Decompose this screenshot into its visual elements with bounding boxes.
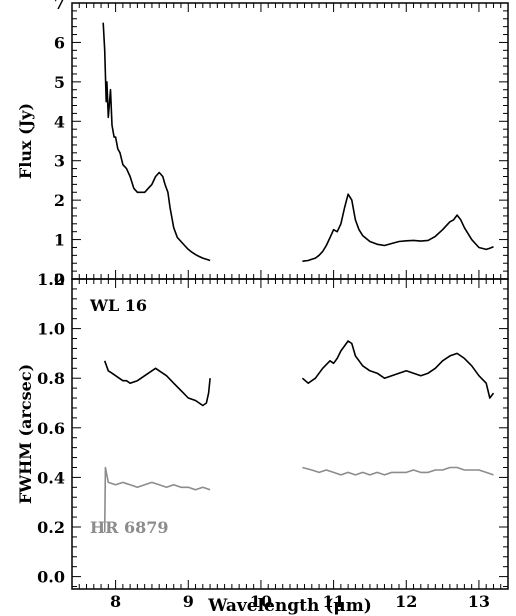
y-tick-label: 0.2 (37, 518, 65, 537)
y-tick-label: 1.0 (37, 320, 65, 339)
series-label-wl16: WL 16 (89, 296, 147, 315)
y-tick-label: 0.4 (37, 468, 65, 487)
y-axis-label: Flux (Jy) (16, 103, 35, 179)
x-tick-label: 13 (468, 592, 490, 611)
y-tick-label: 2 (54, 191, 65, 210)
wl-16-line-segment-1 (103, 360, 211, 407)
y-tick-label: 0.6 (37, 419, 65, 438)
plot-frame (71, 2, 509, 280)
y-tick-label: 0 (54, 270, 65, 289)
x-tick-label: 12 (395, 592, 417, 611)
fwhm-panel: 0.0 0.2 0.4 0.6 0.8 1.0 1.2 8 9 10 11 12 13 FWHM (arc… (16, 270, 509, 616)
x-tick-label: 9 (183, 592, 194, 611)
y-tick-label: 3 (54, 152, 65, 171)
plot-frame (71, 278, 509, 590)
flux-line-segment-2 (302, 193, 494, 263)
flux-line-segment-1 (102, 22, 211, 262)
y-tick-label: 5 (54, 73, 65, 92)
x-tick-label: 11 (322, 592, 344, 611)
y-tick-label: 0.8 (37, 369, 65, 388)
flux-panel: 0 1 2 3 4 5 6 7 Flux (Jy) (16, 0, 509, 289)
x-axis-label: Wavelength (μm) (207, 596, 372, 616)
y-tick-label: 7 (54, 0, 65, 13)
y-tick-label: 4 (54, 112, 65, 131)
y-tick-label: 0.0 (37, 568, 65, 587)
x-tick-label: 10 (250, 592, 272, 611)
wl-16-line-segment-2 (301, 340, 495, 399)
y-axis-label: FWHM (arcsec) (16, 364, 35, 504)
y-tick-label: 1 (54, 231, 65, 250)
x-tick-label: 8 (110, 592, 121, 611)
hr-6879-line-segment-1 (103, 466, 211, 533)
y-tick-label: 6 (54, 33, 65, 52)
series-label-hr6879: HR 6879 (90, 518, 169, 537)
hr-6879-line-segment-2 (302, 466, 494, 476)
y-tick-label: 1.2 (37, 270, 65, 289)
